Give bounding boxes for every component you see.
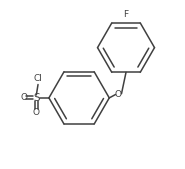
Text: S: S	[33, 93, 40, 103]
Text: O: O	[33, 108, 40, 117]
Text: O: O	[20, 93, 27, 102]
Text: Cl: Cl	[34, 74, 43, 83]
Text: F: F	[123, 10, 129, 19]
Text: O: O	[115, 90, 122, 99]
